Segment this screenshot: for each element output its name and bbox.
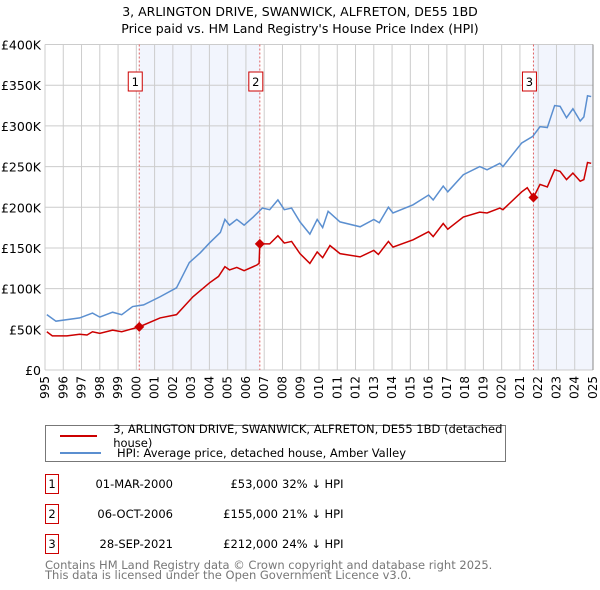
sale-marker-label: 3 bbox=[526, 75, 533, 89]
legend: 3, ARLINGTON DRIVE, SWANWICK, ALFRETON, … bbox=[45, 422, 506, 462]
sale-row: 3 28-SEP-2021 £212,000 24% ↓ HPI bbox=[45, 534, 445, 554]
y-tick-label: £150K bbox=[1, 241, 42, 256]
x-tick-label: 1998 bbox=[93, 376, 107, 400]
footer: Contains HM Land Registry data © Crown c… bbox=[45, 558, 493, 582]
x-tick-label: 1995 bbox=[38, 376, 52, 400]
x-tick-label: 2015 bbox=[403, 376, 417, 400]
sale-marker-box bbox=[521, 71, 537, 92]
sale-point bbox=[254, 238, 265, 249]
x-tick-label: 2013 bbox=[367, 376, 381, 400]
sale-hpi-diff: 32% ↓ HPI bbox=[282, 477, 344, 491]
x-tick-label: 2021 bbox=[513, 376, 527, 400]
x-tick-label: 2000 bbox=[129, 376, 143, 400]
y-tick-label: £250K bbox=[1, 160, 42, 175]
x-tick-label: 2007 bbox=[257, 376, 271, 400]
x-tick-label: 2006 bbox=[239, 376, 253, 400]
sale-marker-box bbox=[248, 71, 264, 92]
y-tick-label: £0 bbox=[25, 363, 41, 378]
x-tick-label: 2024 bbox=[568, 376, 582, 400]
footer-line-1: Contains HM Land Registry data © Crown c… bbox=[45, 558, 493, 572]
x-tick-label: 2012 bbox=[349, 376, 363, 400]
sale-row: 2 06-OCT-2006 £155,000 21% ↓ HPI bbox=[45, 504, 445, 524]
x-tick-label: 2019 bbox=[476, 376, 490, 400]
y-tick-label: £50K bbox=[9, 322, 42, 337]
sale-marker-label: 1 bbox=[132, 75, 139, 89]
x-tick-label: 2002 bbox=[166, 376, 180, 400]
hpi-line bbox=[46, 94, 592, 322]
sale-marker-label: 1 bbox=[45, 474, 59, 494]
sale-marker-label: 3 bbox=[45, 534, 59, 554]
y-tick-label: £200K bbox=[1, 200, 42, 215]
sale-price: £53,000 bbox=[230, 477, 278, 491]
x-tick-label: 2025 bbox=[586, 376, 600, 400]
sale-hpi-diff: 24% ↓ HPI bbox=[282, 537, 344, 551]
x-tick-label: 2022 bbox=[531, 376, 545, 400]
price-chart: 3, ARLINGTON DRIVE, SWANWICK, ALFRETON, … bbox=[1, 4, 600, 400]
chart-title: 3, ARLINGTON DRIVE, SWANWICK, ALFRETON, … bbox=[122, 4, 478, 19]
x-tick-label: 2004 bbox=[202, 376, 216, 400]
sale-marker-label: 2 bbox=[45, 504, 59, 524]
legend-swatch-red bbox=[60, 435, 98, 437]
legend-label: 3, ARLINGTON DRIVE, SWANWICK, ALFRETON, … bbox=[113, 422, 503, 450]
sale-price: £155,000 bbox=[223, 507, 278, 521]
sale-marker-label: 2 bbox=[252, 75, 259, 89]
x-tick-label: 1997 bbox=[75, 376, 89, 400]
sale-point bbox=[134, 321, 145, 332]
sale-date: 06-OCT-2006 bbox=[97, 507, 173, 521]
sale-point bbox=[528, 192, 539, 203]
x-tick-label: 2020 bbox=[495, 376, 509, 400]
sale-date: 01-MAR-2000 bbox=[95, 477, 173, 491]
x-tick-label: 2011 bbox=[330, 376, 344, 400]
x-tick-label: 2001 bbox=[148, 376, 162, 400]
footer-line-2: This data is licensed under the Open Gov… bbox=[45, 568, 412, 582]
y-tick-label: £400K bbox=[1, 38, 42, 53]
x-tick-label: 2010 bbox=[312, 376, 326, 400]
sale-date: 28-SEP-2021 bbox=[99, 537, 173, 551]
x-tick-label: 1996 bbox=[56, 376, 70, 400]
legend-item-hpi: HPI: Average price, detached house, Ambe… bbox=[60, 445, 406, 461]
y-tick-label: £100K bbox=[1, 282, 42, 297]
x-tick-label: 2003 bbox=[184, 376, 198, 400]
sale-marker-box bbox=[127, 71, 143, 92]
legend-item-property: 3, ARLINGTON DRIVE, SWANWICK, ALFRETON, … bbox=[60, 422, 505, 450]
x-tick-label: 2005 bbox=[221, 376, 235, 400]
sale-price: £212,000 bbox=[223, 537, 278, 551]
y-tick-label: £300K bbox=[1, 119, 42, 134]
x-tick-label: 1999 bbox=[111, 376, 125, 400]
legend-label: HPI: Average price, detached house, Ambe… bbox=[117, 446, 406, 460]
sale-hpi-diff: 21% ↓ HPI bbox=[282, 507, 344, 521]
x-tick-label: 2018 bbox=[458, 376, 472, 400]
legend-swatch-blue bbox=[60, 452, 101, 454]
x-tick-label: 2008 bbox=[275, 376, 289, 400]
sale-row: 1 01-MAR-2000 £53,000 32% ↓ HPI bbox=[45, 474, 445, 494]
chart-subtitle: Price paid vs. HM Land Registry's House … bbox=[121, 21, 478, 36]
x-tick-label: 2023 bbox=[549, 376, 563, 400]
y-tick-label: £350K bbox=[1, 78, 42, 93]
x-tick-label: 2014 bbox=[385, 376, 399, 400]
x-tick-label: 2017 bbox=[440, 376, 454, 400]
x-tick-label: 2009 bbox=[294, 376, 308, 400]
x-tick-label: 2016 bbox=[422, 376, 436, 400]
